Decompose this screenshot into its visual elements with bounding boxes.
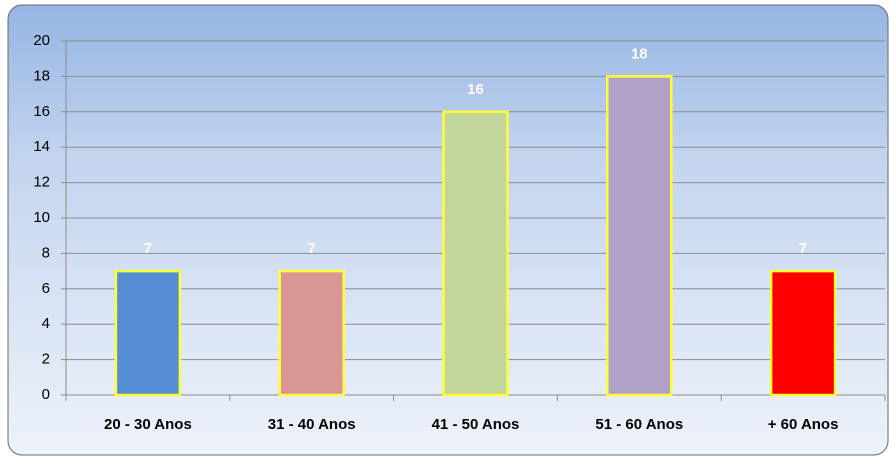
bar bbox=[606, 75, 673, 397]
value-label: 16 bbox=[467, 81, 484, 98]
bar bbox=[278, 269, 345, 397]
x-tick-label: 20 - 30 Anos bbox=[104, 416, 192, 433]
y-tick-label: 0 bbox=[42, 386, 50, 403]
bar bbox=[114, 269, 182, 397]
y-tick-label: 2 bbox=[42, 351, 50, 368]
y-tick-label: 8 bbox=[42, 244, 50, 261]
value-label: 18 bbox=[631, 45, 648, 62]
y-tick-label: 18 bbox=[33, 67, 50, 84]
y-tick-label: 16 bbox=[33, 103, 50, 120]
y-tick-label: 20 bbox=[33, 32, 50, 49]
bar bbox=[442, 110, 509, 397]
y-tick-label: 4 bbox=[42, 315, 50, 332]
value-label: 7 bbox=[799, 240, 807, 257]
x-tick-label: 51 - 60 Anos bbox=[595, 416, 683, 433]
x-tick-label: + 60 Anos bbox=[768, 416, 839, 433]
y-tick-label: 14 bbox=[33, 138, 50, 155]
value-label: 7 bbox=[308, 240, 316, 257]
y-tick-label: 10 bbox=[33, 209, 50, 226]
y-tick-label: 6 bbox=[42, 280, 50, 297]
x-tick-label: 41 - 50 Anos bbox=[432, 416, 520, 433]
y-tick-label: 12 bbox=[33, 174, 50, 191]
value-label: 7 bbox=[144, 240, 152, 257]
x-tick-label: 31 - 40 Anos bbox=[268, 416, 356, 433]
bar bbox=[769, 269, 837, 397]
